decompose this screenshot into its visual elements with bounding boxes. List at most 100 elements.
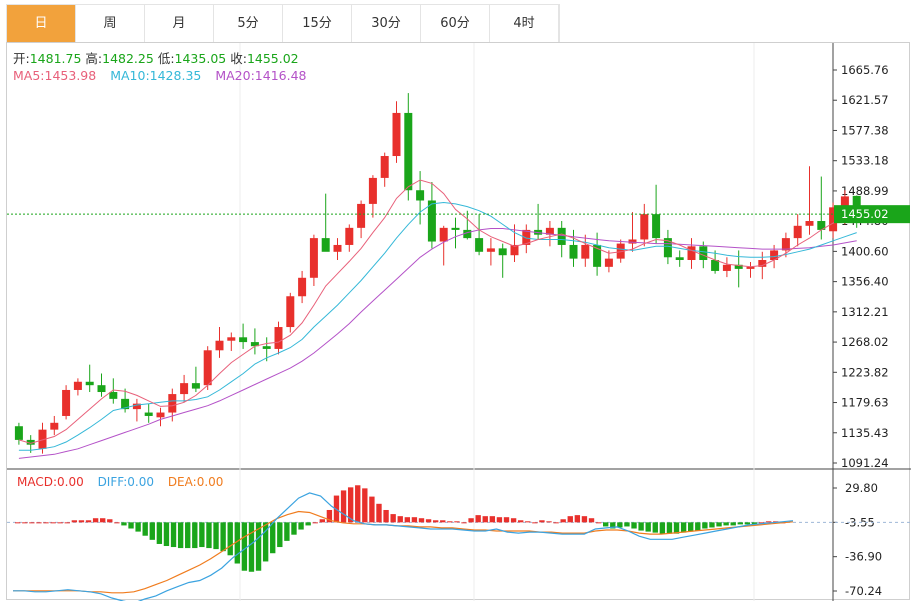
candle-body	[357, 203, 366, 228]
ma20-readout: MA20:1416.48	[215, 68, 306, 83]
candle-body	[121, 398, 130, 410]
candle-body	[687, 246, 696, 261]
candle-body	[168, 394, 177, 413]
macd-bar	[496, 517, 503, 523]
tab-2[interactable]: 月	[145, 5, 214, 43]
macd-bar	[397, 516, 403, 523]
candle-body	[581, 244, 590, 259]
tab-1[interactable]: 周	[76, 5, 145, 43]
macd-bar	[716, 522, 722, 527]
macd-bar	[319, 519, 325, 523]
macd-bar	[121, 522, 127, 526]
macd-bar	[517, 520, 524, 523]
macd-bar	[149, 522, 155, 540]
candle-body	[109, 392, 118, 399]
candle-body	[628, 239, 637, 244]
macd-bar	[603, 522, 609, 527]
macd-bar	[390, 514, 396, 523]
candle-body	[817, 221, 826, 230]
ma20-label: MA20:	[215, 68, 255, 83]
tab-4[interactable]: 15分	[283, 5, 352, 43]
tab-3[interactable]: 5分	[214, 5, 283, 43]
candle-body	[368, 177, 377, 204]
macd-tick-label: -70.24	[845, 584, 882, 598]
price-tick-label: 1577.38	[841, 123, 889, 137]
tab-0[interactable]: 日	[7, 5, 76, 43]
high-label: 高:	[85, 51, 103, 66]
tab-5[interactable]: 30分	[352, 5, 421, 43]
macd-bar	[199, 522, 205, 548]
macd-bar	[369, 496, 375, 523]
macd-bar	[411, 517, 418, 523]
macd-bar	[751, 522, 758, 525]
price-tick-label: 1488.99	[841, 184, 889, 198]
candle-body	[640, 214, 649, 240]
ma5-label: MA5:	[13, 68, 45, 83]
candle-body	[711, 260, 720, 271]
ma5-readout: MA5:1453.98	[13, 68, 96, 83]
macd-bar	[482, 516, 488, 523]
candle-body	[250, 342, 259, 347]
candle-body	[522, 229, 531, 245]
macd-bar	[100, 518, 106, 523]
macd-bar	[645, 522, 651, 532]
macd-bar	[709, 522, 715, 528]
price-tick-label: 1356.40	[841, 275, 889, 289]
macd-bar	[22, 522, 28, 524]
macd-bar	[43, 522, 49, 524]
macd-bar	[503, 517, 510, 523]
candle-body	[14, 426, 23, 440]
candle-body	[73, 381, 82, 390]
macd-bar	[404, 517, 411, 523]
macd-bar	[425, 519, 432, 523]
macd-bar	[36, 522, 42, 524]
macd-bar	[85, 520, 92, 523]
macd-bar	[581, 516, 588, 523]
candle-body	[427, 200, 436, 242]
macd-bar	[142, 522, 148, 536]
price-tick-label: 1621.57	[841, 93, 889, 107]
macd-bar	[107, 519, 113, 523]
macd-bar	[631, 522, 637, 529]
diff-readout-item: DIFF:0.00	[98, 475, 154, 489]
candle-body	[451, 227, 460, 230]
macd-bar	[227, 522, 233, 556]
macd-bar	[666, 522, 673, 534]
last-price-tag	[834, 205, 910, 224]
candle-body	[463, 229, 472, 239]
low-label: 低:	[157, 51, 175, 66]
macd-bar	[64, 522, 70, 524]
macd-bar	[595, 522, 602, 524]
candle-body	[793, 225, 802, 239]
macd-bar	[695, 522, 701, 531]
price-tick-label: 1179.63	[841, 396, 889, 410]
close-value: 1455.02	[246, 51, 299, 66]
macd-bar	[340, 490, 347, 523]
candle-body	[746, 266, 755, 269]
candle-body	[557, 227, 566, 245]
ma10-readout: MA10:1428.35	[110, 68, 201, 83]
candle-body	[144, 412, 153, 416]
ma20-line	[18, 228, 857, 459]
ma5-line	[18, 179, 857, 444]
candle-body	[652, 214, 661, 239]
macd-bar	[177, 522, 184, 549]
price-tick-label: 1135.43	[841, 426, 889, 440]
macd-bar	[723, 522, 729, 526]
low-value: 1435.05	[174, 51, 227, 66]
macd-bar	[680, 522, 687, 533]
macd-bar	[673, 522, 680, 534]
candle-body	[345, 227, 354, 245]
macd-readout: MACD:0.00 DIFF:0.00 DEA:0.00	[17, 474, 223, 490]
candle-body	[85, 381, 94, 386]
candle-body	[156, 412, 165, 418]
tab-7[interactable]: 4时	[490, 5, 559, 43]
candle-body	[486, 248, 495, 252]
macd-bar	[298, 522, 304, 530]
tab-6[interactable]: 60分	[421, 5, 490, 43]
macd-bar	[241, 522, 248, 571]
candle-body	[239, 337, 248, 343]
price-tick-label: 1400.60	[841, 244, 889, 258]
candle-body	[510, 244, 519, 256]
macd-bar	[539, 520, 545, 523]
